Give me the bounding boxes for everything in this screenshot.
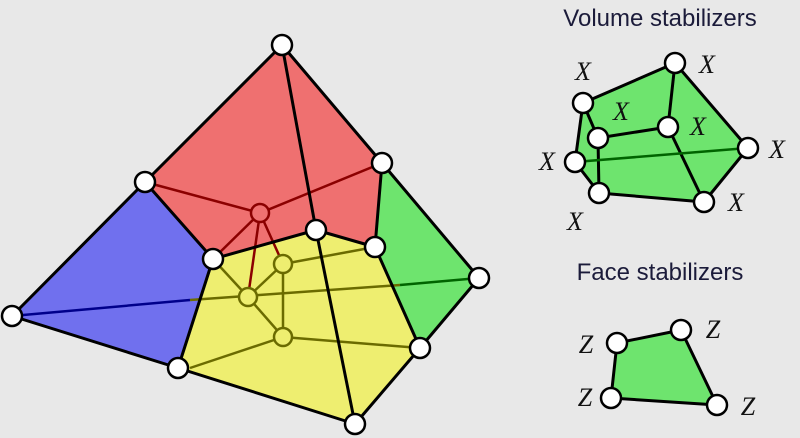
blue-region [12,182,213,368]
x-label: X [538,147,556,176]
x-label: X [574,57,592,86]
volume-title: Volume stabilizers [563,5,756,32]
z-label: Z [706,315,721,344]
x-label: X [727,188,745,217]
z-label: Z [741,392,756,421]
x-label: X [689,112,707,141]
x-label: X [612,97,630,126]
face-stabilizer [599,318,729,417]
x-label: X [768,135,786,164]
vertices [0,33,491,436]
tetrahedral-lattice [0,33,491,436]
z-label: Z [579,330,594,359]
face-title: Face stabilizers [577,259,744,286]
red-region [145,45,382,259]
x-label: X [566,207,584,236]
volume-stabilizer [563,51,760,214]
yellow-region [178,230,420,424]
z-label: Z [578,383,593,412]
x-label: X [698,50,716,79]
